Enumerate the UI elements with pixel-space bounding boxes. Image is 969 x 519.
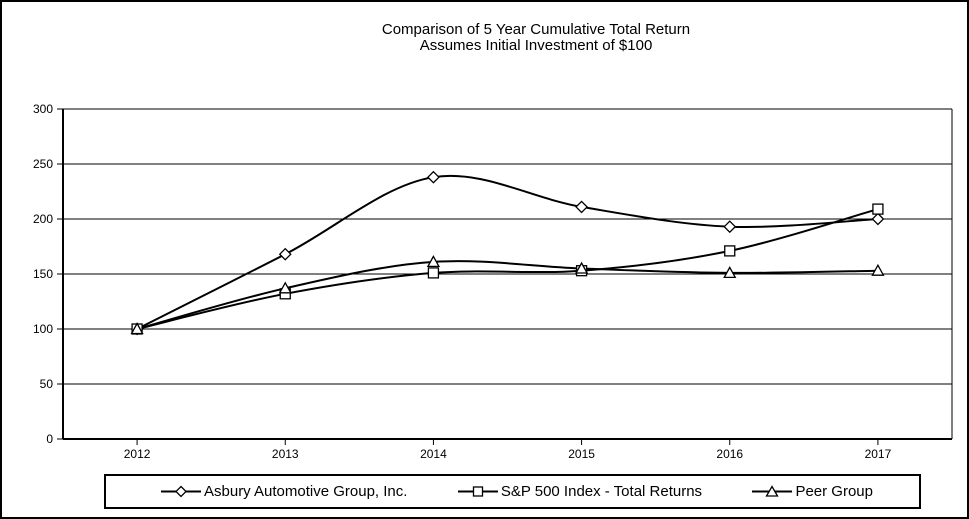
chart-title: Comparison of 5 Year Cumulative Total Re…	[107, 22, 965, 54]
triangle-marker	[723, 266, 737, 279]
x-tick-label: 2015	[568, 447, 595, 461]
legend-item-sp500: S&P 500 Index - Total Returns	[457, 483, 702, 500]
y-tick-label: 200	[33, 212, 53, 226]
x-tick-label: 2012	[124, 447, 151, 461]
y-tick-label: 250	[33, 157, 53, 171]
triangle-marker	[574, 261, 589, 274]
diamond-marker	[871, 212, 885, 226]
diamond-marker-icon	[161, 485, 201, 498]
diamond-marker	[426, 170, 440, 184]
y-tick-label: 50	[40, 377, 54, 391]
square-marker	[724, 245, 736, 257]
series-line-diamond	[136, 174, 878, 330]
y-tick-label: 100	[33, 322, 53, 336]
legend-item-asbury: Asbury Automotive Group, Inc.	[160, 483, 407, 500]
x-tick-label: 2016	[716, 447, 743, 461]
square-marker-icon	[457, 486, 498, 497]
y-tick-label: 0	[46, 432, 53, 446]
x-tick-label: 2013	[272, 447, 299, 461]
x-tick-label: 2014	[420, 447, 447, 461]
x-tick-label: 2017	[865, 447, 892, 461]
legend-label-peer: Peer Group	[795, 483, 873, 500]
triangle-marker-icon	[752, 485, 793, 497]
chart-legend: Asbury Automotive Group, Inc. S&P 500 In…	[104, 474, 921, 509]
y-tick-label: 300	[33, 102, 53, 116]
square-marker	[872, 203, 884, 215]
chart-title-line1: Comparison of 5 Year Cumulative Total Re…	[381, 21, 691, 38]
diamond-marker	[723, 220, 737, 234]
chart-title-line2: Assumes Initial Investment of $100	[419, 37, 653, 54]
diamond-marker	[575, 200, 589, 214]
square-marker	[427, 267, 440, 279]
legend-label-sp500: S&P 500 Index - Total Returns	[500, 483, 703, 500]
legend-label-asbury: Asbury Automotive Group, Inc.	[204, 483, 408, 500]
series-line-triangle	[136, 260, 878, 330]
diamond-marker	[278, 247, 292, 261]
triangle-marker	[426, 255, 441, 268]
y-tick-label: 150	[33, 267, 53, 281]
series-line-square	[136, 208, 879, 330]
triangle-marker	[130, 322, 144, 335]
triangle-marker	[278, 281, 292, 294]
triangle-marker	[871, 263, 885, 276]
legend-item-peer: Peer Group	[751, 483, 873, 500]
